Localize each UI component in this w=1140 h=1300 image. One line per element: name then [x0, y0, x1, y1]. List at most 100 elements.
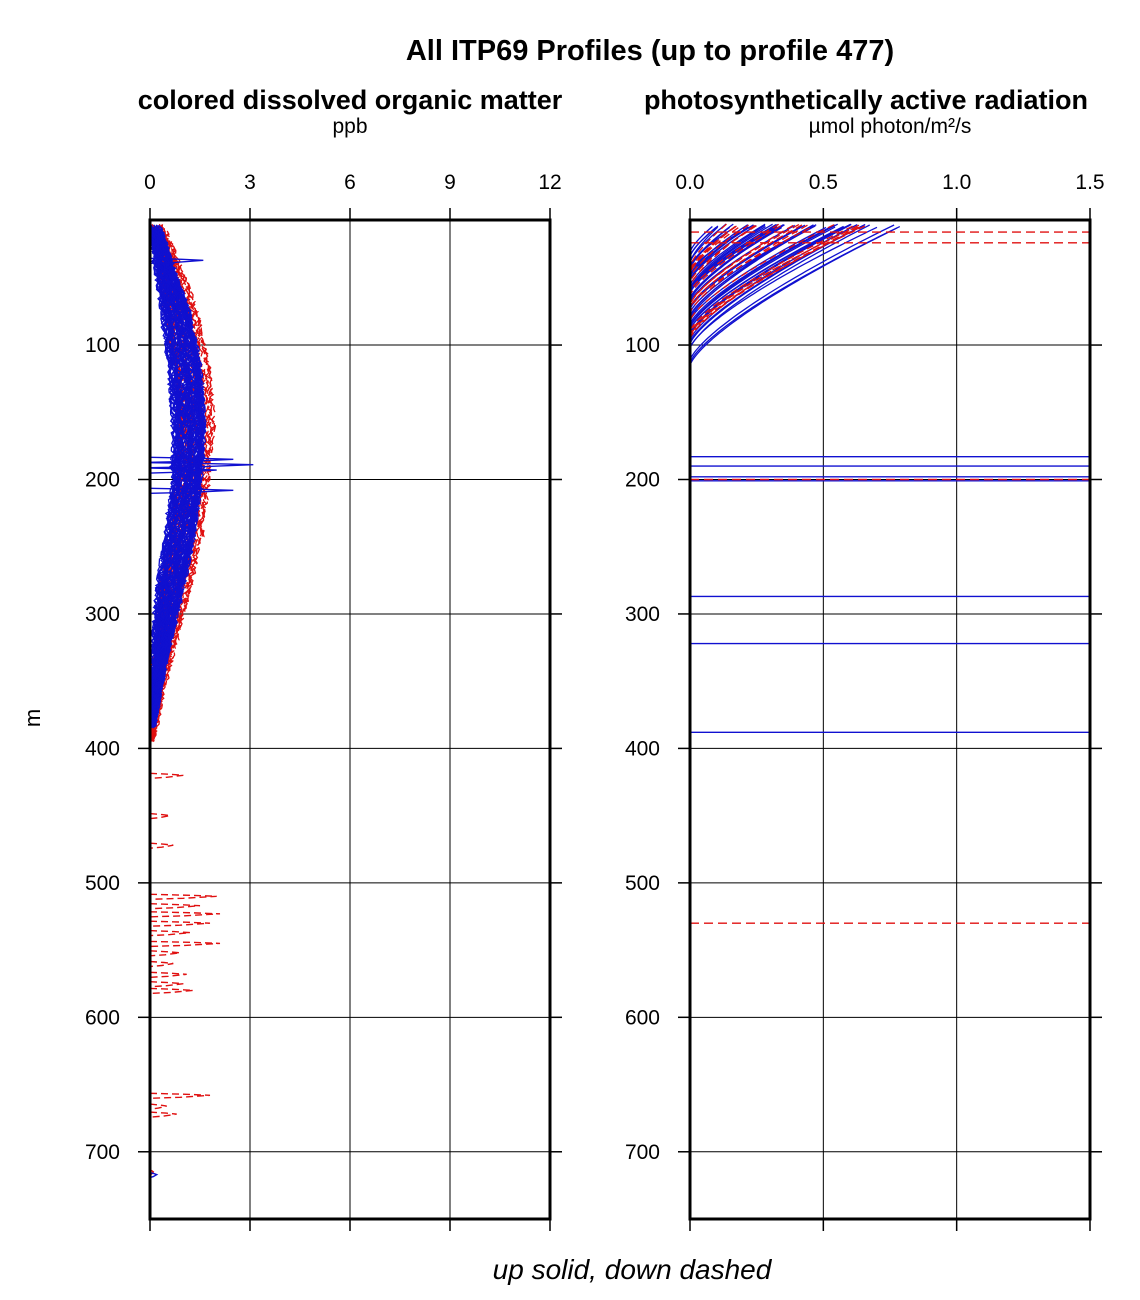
chart-title: All ITP69 Profiles (up to profile 477)	[406, 35, 894, 67]
x-tick-label: 0.5	[809, 171, 838, 194]
par-down-profile	[690, 224, 755, 1217]
cdom-down-spike	[150, 842, 174, 849]
par-up-profile	[690, 223, 734, 1217]
par-panel: 0.0 0.5 1.0 1.5 100 200 300 400 500 600 700	[625, 171, 1105, 1231]
par-down-profile	[690, 225, 736, 1217]
par-up-profile	[690, 227, 774, 1217]
cdom-down-spike	[150, 903, 201, 910]
par-up-profile	[690, 227, 717, 1217]
par-up-profile	[690, 224, 749, 1217]
par-up-profile	[690, 225, 812, 1217]
par-up-profile	[690, 225, 719, 1217]
cdom-down-spike	[150, 929, 191, 937]
par-down-profile	[690, 224, 794, 1217]
y-tick-label: 100	[625, 334, 660, 357]
par-up-profile	[690, 226, 737, 1217]
par-down-profile	[690, 224, 800, 1217]
cdom-panel: 0 3 6 9 12 100 200 300 400 500 600 700	[85, 171, 562, 1231]
par-up-profile	[690, 224, 785, 1217]
par-down-profile	[690, 224, 835, 1217]
par-up-profile	[690, 224, 754, 1217]
data-layer	[690, 223, 1090, 1217]
y-tick-label: 400	[85, 737, 120, 760]
par-down-profile	[690, 226, 861, 1217]
par-up-profile	[690, 226, 827, 1217]
cdom-down-spike	[150, 987, 194, 995]
left-panel-unit: ppb	[332, 115, 367, 138]
par-up-profile	[690, 226, 749, 1217]
par-down-profile	[690, 227, 811, 1217]
cdom-down-spike	[150, 940, 221, 948]
par-down-profile	[690, 224, 808, 1217]
cdom-down-spike	[150, 911, 221, 918]
par-up-profile	[690, 226, 878, 1217]
par-up-profile	[690, 224, 777, 1217]
y-tick-label: 600	[85, 1006, 120, 1029]
left-panel-title: colored dissolved organic matter	[138, 85, 563, 115]
par-down-profile	[690, 225, 782, 1217]
y-tick-label: 400	[625, 737, 660, 760]
cdom-down-spike	[150, 1111, 177, 1118]
par-down-profile	[690, 223, 727, 1217]
y-tick-label: 100	[85, 334, 120, 357]
par-up-profile	[690, 226, 778, 1217]
par-up-profile	[690, 223, 778, 1217]
cdom-up-spike	[150, 462, 254, 469]
par-up-profile	[690, 223, 766, 1217]
x-tick-label: 1.0	[942, 171, 971, 194]
par-up-profile	[690, 226, 713, 1217]
par-up-profile	[690, 226, 730, 1217]
par-up-profile	[690, 226, 719, 1217]
y-tick-label: 700	[625, 1141, 660, 1164]
cdom-up-profile	[150, 234, 195, 726]
y-tick-label: 300	[85, 603, 120, 626]
par-up-profile	[690, 224, 850, 1217]
cdom-down-spike	[150, 1103, 167, 1110]
par-up-profile	[690, 223, 784, 1217]
par-up-profile	[690, 224, 864, 1217]
par-up-profile	[690, 224, 835, 1217]
x-tick-label: 12	[538, 171, 561, 194]
par-up-profile	[690, 226, 778, 1217]
par-up-profile	[690, 224, 850, 1217]
par-up-profile	[690, 224, 871, 1217]
par-down-profile	[690, 224, 749, 1217]
y-tick-label: 600	[625, 1006, 660, 1029]
x-tick-label: 0	[144, 171, 156, 194]
par-down-profile	[690, 225, 866, 1217]
par-down-profile	[690, 226, 735, 1217]
par-up-profile	[690, 223, 866, 1217]
cdom-up-profile	[150, 224, 204, 727]
par-up-profile	[690, 227, 749, 1217]
y-tick-label: 200	[85, 468, 120, 491]
cdom-up-profile	[150, 229, 178, 728]
cdom-up-profile	[151, 228, 207, 727]
par-down-profile	[690, 223, 780, 1217]
par-up-profile	[690, 226, 766, 1217]
cdom-down-spike	[150, 772, 184, 779]
par-down-profile	[690, 224, 803, 1217]
par-up-profile	[690, 225, 844, 1217]
cdom-down-spike	[150, 960, 174, 968]
par-down-profile	[690, 225, 757, 1217]
right-panel-unit: µmol photon/m²/s	[809, 115, 972, 138]
cdom-up-spike	[150, 487, 234, 494]
par-up-profile	[690, 223, 838, 1217]
cdom-down-profile	[150, 232, 216, 742]
par-up-profile	[690, 224, 858, 1217]
data-layer	[150, 223, 254, 1179]
par-up-profile	[690, 223, 852, 1217]
y-axis-label: m	[20, 709, 45, 727]
par-up-profile	[690, 225, 757, 1217]
footer-legend: up solid, down dashed	[493, 1254, 773, 1285]
y-tick-label: 200	[625, 468, 660, 491]
par-up-profile	[690, 224, 836, 1217]
par-up-profile	[690, 227, 898, 1217]
par-up-profile	[690, 224, 806, 1217]
x-tick-label: 9	[444, 171, 456, 194]
x-tick-label: 1.5	[1075, 171, 1104, 194]
y-tick-label: 700	[85, 1141, 120, 1164]
par-up-profile	[690, 223, 851, 1217]
x-tick-label: 3	[244, 171, 256, 194]
